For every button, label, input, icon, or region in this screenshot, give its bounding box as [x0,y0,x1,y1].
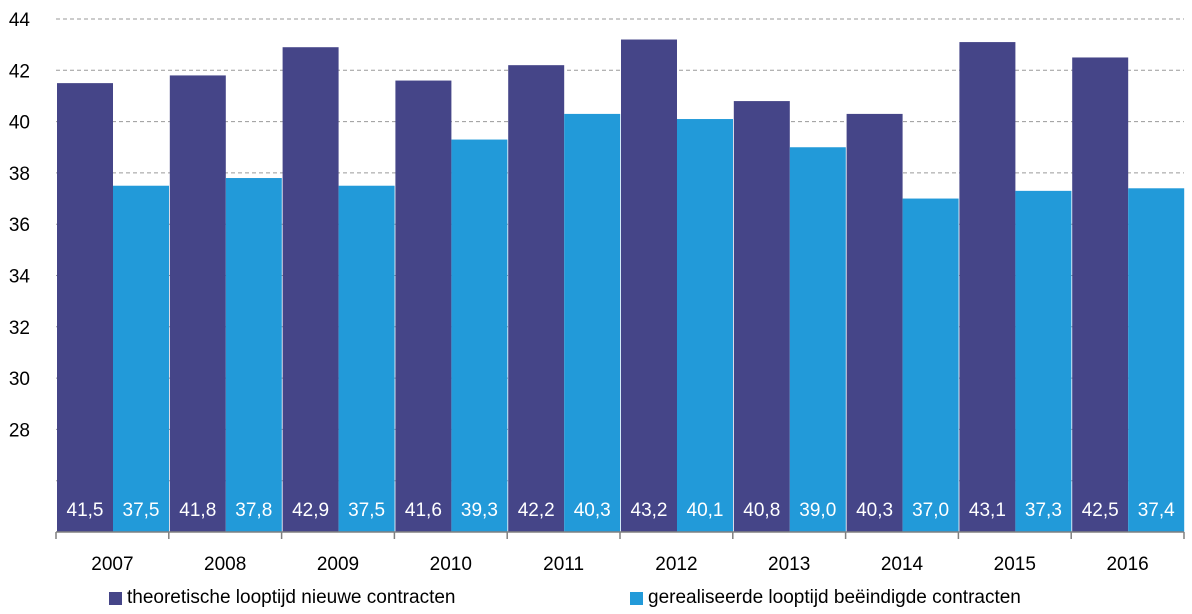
bar-series-2 [1128,188,1185,533]
data-labels: 41,5 37,5 41,8 37,8 42,9 37,5 41,6 39,3 42,2 40,3… [67,500,1176,521]
x-tick-labels: 2007 2008 2009 2010 2011 2012 2013 2014 2015 2016 [91,554,1148,575]
y-tick-label: 40 [9,113,30,134]
legend-swatch-series-2 [630,591,643,605]
bar-series-1 [282,47,339,533]
legend-item-series-1: theoretische looptijd nieuwe contracten [109,587,455,609]
data-label: 40,1 [687,500,724,521]
y-tick-label: 32 [9,318,30,339]
y-tick-labels: 28 30 32 34 36 38 40 42 44 [9,10,31,441]
y-tick-label: 36 [9,215,30,236]
data-label: 41,5 [67,500,104,521]
x-tick-label: 2011 [543,554,584,575]
data-label: 43,2 [631,500,668,521]
y-tick-label: 28 [9,420,30,441]
bar-series-1 [57,83,113,532]
bar-series-2 [564,113,621,532]
bar-series-1 [169,75,226,533]
x-tick-label: 2014 [881,554,924,575]
data-label: 42,2 [518,500,555,521]
legend-swatch-series-1 [109,591,122,605]
y-tick-label: 38 [9,164,30,185]
data-label: 41,8 [179,500,216,521]
y-tick-label: 44 [9,10,31,31]
x-tick-label: 2010 [430,554,472,575]
bar-series-2 [113,185,169,532]
x-tick-label: 2007 [91,554,133,575]
bar-series-1 [733,101,790,532]
legend-item-series-2: gerealiseerde looptijd beëindigde contra… [630,587,1021,609]
y-tick-label: 30 [9,369,30,390]
y-tick-label: 42 [9,61,30,82]
bar-series-1 [959,42,1016,533]
bar-series-1 [508,65,565,533]
bar-series-2 [338,185,395,532]
bar-series-2 [451,139,508,532]
x-tick-label: 2008 [204,554,246,575]
data-label: 43,1 [969,500,1006,521]
bar-series-1 [395,80,452,532]
data-label: 39,3 [461,500,498,521]
bars [57,39,1185,533]
data-label: 37,5 [123,500,160,521]
x-tick-label: 2016 [1106,554,1148,575]
legend-label-series-1: theoretische looptijd nieuwe contracten [127,587,456,608]
x-axis [55,531,1185,539]
bar-series-2 [902,198,959,533]
data-label: 37,3 [1025,500,1062,521]
x-tick-label: 2012 [655,554,697,575]
data-label: 37,8 [235,500,272,521]
legend-label-series-2: gerealiseerde looptijd beëindigde contra… [648,587,1021,608]
x-tick-label: 2015 [994,554,1036,575]
data-label: 37,0 [912,500,949,521]
data-label: 39,0 [799,500,836,521]
data-label: 40,3 [856,500,893,521]
x-tick-label: 2009 [317,554,359,575]
bar-series-1 [846,113,903,532]
bar-series-2 [1015,190,1072,533]
data-label: 37,4 [1138,500,1175,521]
data-label: 37,5 [348,500,385,521]
bar-series-2 [677,119,733,532]
data-label: 42,9 [292,500,329,521]
bar-series-2 [225,178,282,532]
data-label: 42,5 [1082,500,1119,521]
bar-series-1 [621,39,677,533]
data-label: 41,6 [405,500,442,521]
bar-series-1 [1072,57,1129,532]
x-tick-label: 2013 [768,554,810,575]
y-tick-label: 34 [9,267,31,288]
data-label: 40,3 [574,500,611,521]
bar-series-2 [789,147,846,532]
data-label: 40,8 [743,500,780,521]
